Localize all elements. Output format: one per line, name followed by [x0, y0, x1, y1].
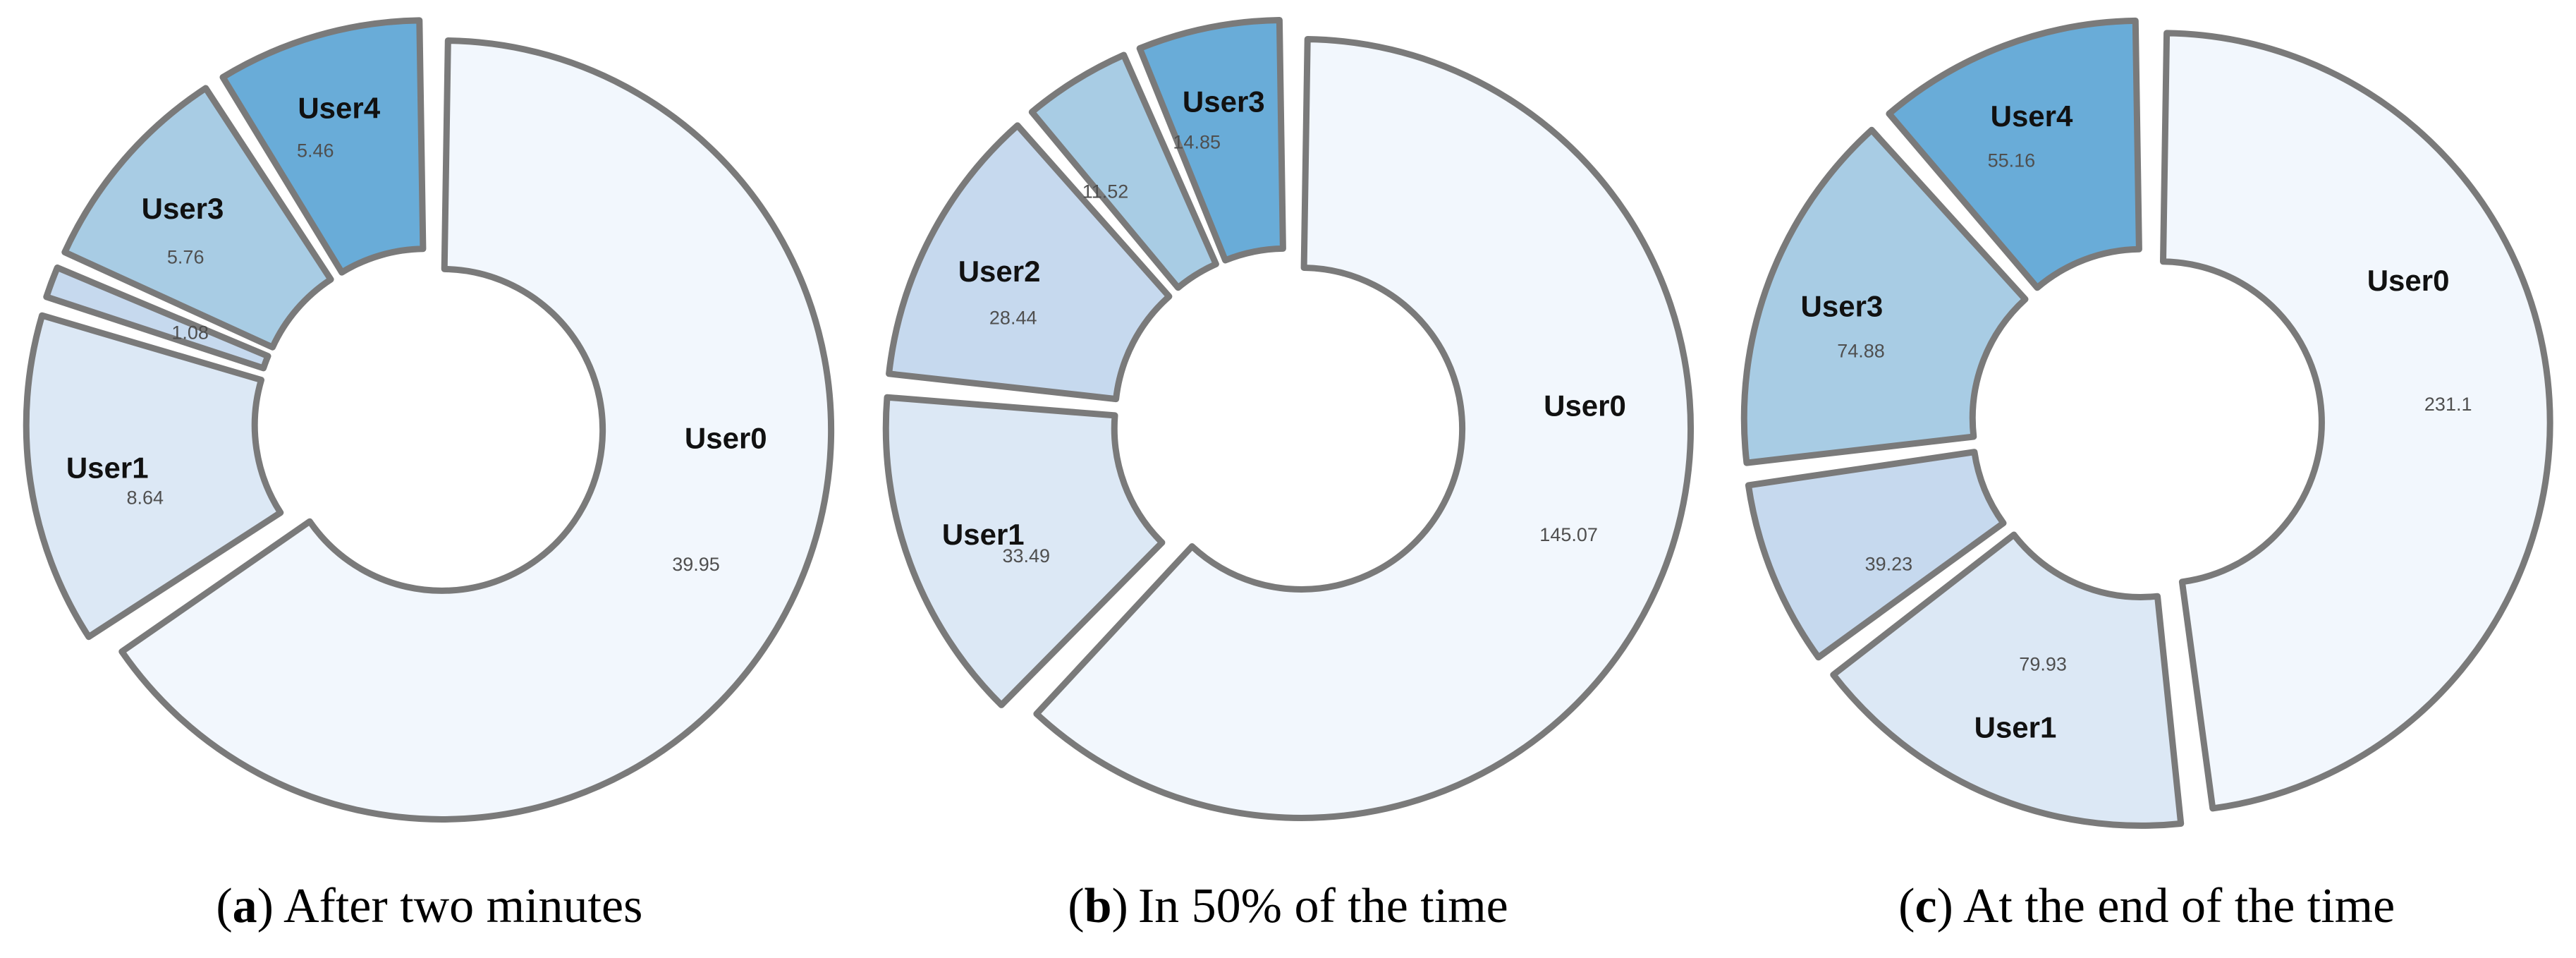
slice-value-label: 33.49	[1002, 545, 1050, 566]
pie-slice-User3	[1136, 17, 1286, 264]
slice-value-label: 79.93	[2020, 653, 2068, 674]
slice-name-label: User1	[1974, 711, 2057, 744]
slice-name-label: User4	[1991, 99, 2073, 133]
slice-value-label: 28.44	[989, 308, 1037, 329]
chart-caption-a: (a) After two minutes	[0, 868, 859, 945]
pie-slice-User4	[1886, 17, 2143, 291]
slice-name-label: User3	[1183, 85, 1265, 119]
caption-letter: a	[232, 879, 257, 933]
slice-value-label: 145.07	[1539, 524, 1598, 545]
pie-slice-User1	[1830, 531, 2185, 829]
chart-caption-c: (c) At the end of the time	[1717, 868, 2576, 945]
slice-name-label: User1	[942, 518, 1025, 551]
panel-chart-b: User0 145.07 User1 33.49 User2 28.44 11.52 User…	[859, 0, 1718, 958]
pie-slice-unlabeled	[43, 264, 271, 372]
slice-value-label: 14.85	[1173, 132, 1221, 153]
slice-name-label: User1	[66, 451, 149, 484]
donut-chart-b: User0 145.07 User1 33.49 User2 28.44 11.52 User…	[859, 0, 1718, 855]
caption-open-paren: (	[1068, 879, 1085, 933]
slice-name-label: User2	[958, 255, 1040, 288]
caption-text: At the end of the time	[1962, 879, 2395, 933]
pie-slice-User4	[219, 17, 427, 276]
caption-text: After two minutes	[283, 879, 643, 933]
panel-chart-a: User0 39.95 User1 8.64 1.08 User3 5.76 User4 5.4…	[0, 0, 859, 958]
donut-chart-a: User0 39.95 User1 8.64 1.08 User3 5.76 User4 5.4…	[0, 0, 859, 855]
donut-svg-a: User0 39.95 User1 8.64 1.08 User3 5.76 User4 5.4…	[23, 17, 835, 823]
slice-name-label: User4	[298, 92, 380, 125]
slice-value-label: 5.46	[297, 140, 334, 161]
slice-name-label: User3	[142, 192, 224, 225]
pie-slice-User1	[882, 394, 1166, 708]
slice-value-label: 74.88	[1838, 341, 1886, 362]
caption-open-paren: (	[216, 879, 233, 933]
donut-chart-c: User0 231.1 User1 79.93 39.23 User3 74.88 User4…	[1717, 0, 2576, 855]
caption-close-paren: )	[1111, 879, 1128, 933]
slice-value-label: 39.95	[672, 554, 720, 575]
slice-value-label: 8.64	[127, 487, 164, 509]
slice-value-label: 1.08	[171, 322, 209, 343]
caption-letter: b	[1084, 879, 1112, 933]
slice-name-label: User0	[685, 421, 767, 454]
pie-slice-unlabeled	[1028, 51, 1219, 291]
chart-caption-b: (b) In 50% of the time	[859, 868, 1718, 945]
pie-slice-User0	[1033, 36, 1694, 821]
slice-name-label: User0	[1544, 389, 1626, 423]
donut-svg-c: User0 231.1 User1 79.93 39.23 User3 74.88 User4…	[1741, 17, 2553, 829]
pie-slice-User2	[885, 122, 1173, 403]
slice-value-label: 231.1	[2424, 394, 2472, 415]
caption-close-paren: )	[1936, 879, 1953, 933]
pie-slice-User0	[118, 37, 835, 823]
caption-text: In 50% of the time	[1137, 879, 1508, 933]
slice-value-label: 11.52	[1082, 181, 1128, 202]
slice-name-label: User3	[1801, 290, 1884, 323]
pie-slice-User1	[23, 312, 284, 641]
caption-close-paren: )	[257, 879, 274, 933]
slice-value-label: 55.16	[1988, 150, 2036, 171]
slice-value-label: 5.76	[167, 247, 205, 268]
pie-slice-unlabeled	[1745, 449, 2007, 661]
pie-slice-User3	[1741, 126, 2029, 466]
pie-slice-User0	[2160, 30, 2553, 812]
caption-letter: c	[1915, 879, 1937, 933]
caption-open-paren: (	[1898, 879, 1915, 933]
pie-slice-User3	[61, 85, 334, 351]
slice-value-label: 39.23	[1865, 553, 1913, 574]
panel-chart-c: User0 231.1 User1 79.93 39.23 User3 74.88 User4…	[1717, 0, 2576, 958]
slice-name-label: User0	[2367, 264, 2450, 297]
